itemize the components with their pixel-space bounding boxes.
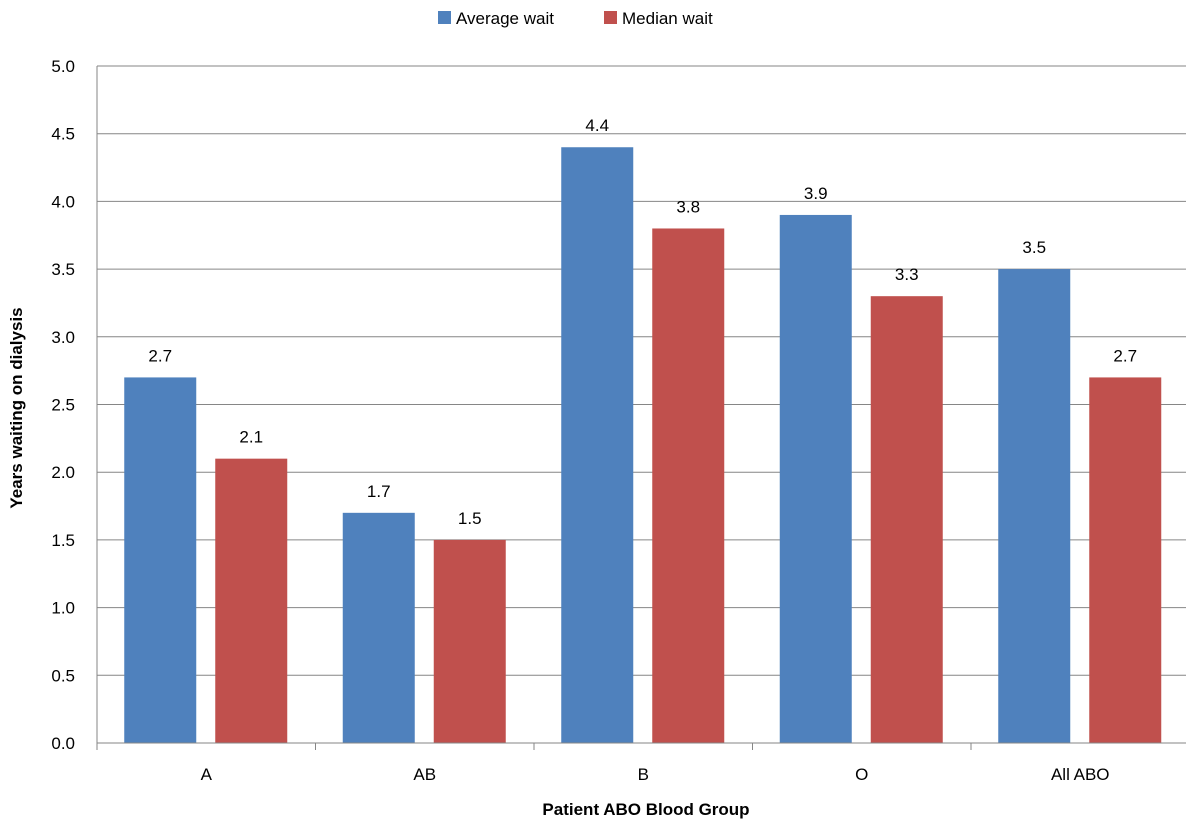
y-tick-label: 0.5 <box>51 666 75 685</box>
data-label: 3.9 <box>804 184 828 203</box>
y-tick-label: 1.0 <box>51 599 75 618</box>
bar <box>870 296 943 743</box>
y-axis-title: Years waiting on dialysis <box>7 307 26 508</box>
bar <box>342 512 415 743</box>
legend-swatch <box>604 11 617 24</box>
y-tick-label: 1.5 <box>51 531 75 550</box>
x-tick-label: O <box>855 765 868 784</box>
legend-label: Average wait <box>456 9 554 28</box>
y-tick-label: 2.0 <box>51 463 75 482</box>
y-tick-label: 3.0 <box>51 328 75 347</box>
data-label: 2.1 <box>239 428 263 447</box>
data-label: 1.7 <box>367 482 391 501</box>
data-label: 4.4 <box>585 116 609 135</box>
y-tick-label: 4.0 <box>51 192 75 211</box>
data-label: 2.7 <box>148 346 172 365</box>
bar <box>124 377 197 743</box>
y-tick-label: 0.0 <box>51 734 75 753</box>
x-tick-label: B <box>638 765 649 784</box>
data-label: 3.5 <box>1022 238 1046 257</box>
y-tick-label: 5.0 <box>51 57 75 76</box>
y-tick-label: 3.5 <box>51 260 75 279</box>
y-tick-label: 4.5 <box>51 125 75 144</box>
axes: 0.0 0.5 1.0 1.5 2.0 2.5 3.0 3.5 4.0 4.5 5.0 A AB B O Al… <box>51 57 1186 784</box>
legend-label: Median wait <box>622 9 713 28</box>
data-label: 1.5 <box>458 509 482 528</box>
legend: Average wait Median wait <box>438 9 713 28</box>
x-tick-label: A <box>201 765 213 784</box>
bar <box>433 539 506 743</box>
bars <box>124 147 1162 744</box>
legend-swatch <box>438 11 451 24</box>
bar <box>561 147 634 744</box>
bar <box>652 228 725 744</box>
y-tick-label: 2.5 <box>51 396 75 415</box>
bar <box>215 458 288 743</box>
bar <box>1089 377 1162 743</box>
x-tick-label: AB <box>413 765 436 784</box>
data-label: 2.7 <box>1113 346 1137 365</box>
bar <box>779 214 852 743</box>
x-axis-title: Patient ABO Blood Group <box>542 800 749 819</box>
data-labels: 2.7 2.1 1.7 1.5 4.4 3.8 3.9 3.3 3.5 2.7 <box>148 116 1137 528</box>
data-label: 3.8 <box>676 197 700 216</box>
data-label: 3.3 <box>895 265 919 284</box>
bar <box>998 269 1071 743</box>
x-tick-label: All ABO <box>1051 765 1110 784</box>
